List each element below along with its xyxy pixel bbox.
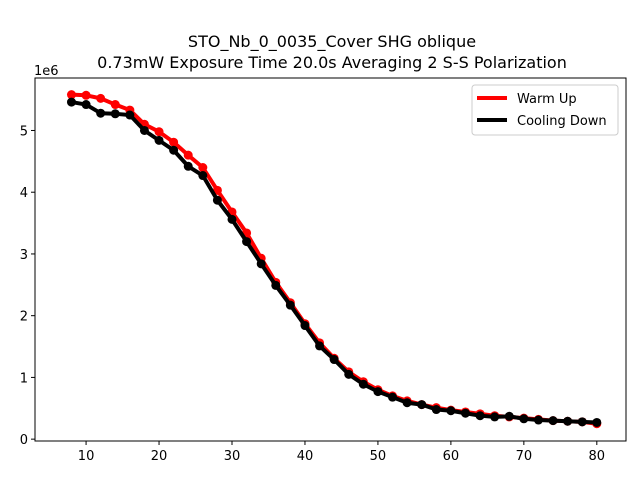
data-point-warm-up	[96, 93, 106, 103]
data-point-cooling-down	[490, 412, 500, 422]
y-tick-label: 1	[20, 371, 28, 386]
data-point-warm-up	[169, 137, 179, 147]
data-point-cooling-down	[344, 369, 354, 379]
data-point-cooling-down	[242, 237, 252, 247]
data-point-cooling-down	[431, 405, 441, 415]
data-point-cooling-down	[533, 415, 543, 425]
data-point-cooling-down	[373, 387, 383, 397]
x-tick-label: 30	[224, 449, 241, 464]
chart-title-line2: 0.73mW Exposure Time 20.0s Averaging 2 S…	[97, 53, 567, 72]
y-tick-label: 3	[20, 248, 28, 263]
series-layer	[66, 90, 602, 429]
x-tick-label: 70	[516, 449, 533, 464]
data-point-cooling-down	[446, 406, 456, 416]
data-point-cooling-down	[256, 259, 266, 269]
data-point-warm-up	[110, 100, 120, 110]
data-point-cooling-down	[81, 100, 91, 110]
y-tick-label: 4	[20, 186, 28, 201]
legend-label-warm-up: Warm Up	[517, 92, 577, 107]
y-tick-label: 0	[20, 433, 28, 448]
data-point-warm-up	[183, 150, 193, 160]
data-point-cooling-down	[592, 417, 602, 427]
data-point-cooling-down	[125, 110, 135, 120]
data-point-cooling-down	[548, 416, 558, 426]
data-point-cooling-down	[358, 379, 368, 389]
data-point-cooling-down	[417, 400, 427, 410]
data-point-cooling-down	[402, 398, 412, 408]
data-point-cooling-down	[300, 321, 310, 331]
data-point-warm-up	[66, 90, 76, 100]
data-point-warm-up	[198, 163, 208, 173]
x-tick-label: 20	[151, 449, 168, 464]
data-point-warm-up	[81, 90, 91, 100]
data-point-warm-up	[154, 127, 164, 137]
data-point-cooling-down	[285, 300, 295, 310]
data-point-cooling-down	[388, 392, 398, 402]
data-point-cooling-down	[139, 125, 149, 135]
data-point-cooling-down	[563, 416, 573, 426]
data-point-cooling-down	[315, 341, 325, 351]
data-point-cooling-down	[475, 411, 485, 421]
plot-frame	[34, 77, 627, 442]
chart-title-line1: STO_Nb_0_0035_Cover SHG oblique	[188, 32, 476, 52]
data-point-cooling-down	[329, 355, 339, 365]
data-point-cooling-down	[183, 161, 193, 171]
data-point-cooling-down	[271, 280, 281, 290]
data-point-cooling-down	[519, 414, 529, 424]
data-point-cooling-down	[504, 411, 514, 421]
data-point-cooling-down	[110, 109, 120, 119]
x-tick-label: 60	[443, 449, 460, 464]
x-tick-label: 40	[297, 449, 314, 464]
y-offset-label: 1e6	[34, 64, 59, 79]
y-tick-label: 2	[20, 310, 28, 325]
x-tick-label: 50	[370, 449, 387, 464]
x-tick-label: 80	[589, 449, 606, 464]
series-cooling-down	[66, 97, 602, 427]
legend-label-cooling-down: Cooling Down	[517, 114, 607, 129]
data-point-cooling-down	[577, 417, 587, 427]
data-point-cooling-down	[66, 97, 76, 107]
data-point-cooling-down	[96, 108, 106, 118]
y-tick-label: 5	[20, 124, 28, 139]
data-point-cooling-down	[154, 135, 164, 145]
x-tick-label: 10	[78, 449, 95, 464]
legend: Warm Up Cooling Down	[471, 84, 619, 136]
data-point-cooling-down	[212, 195, 222, 205]
data-point-cooling-down	[227, 214, 237, 224]
axis-ticks: 10 20 30 40 50 60 70 80 0 1 2 3 4 5	[20, 124, 605, 464]
data-point-cooling-down	[169, 145, 179, 155]
data-point-cooling-down	[460, 408, 470, 418]
legend-box	[471, 84, 619, 136]
data-point-cooling-down	[198, 171, 208, 181]
